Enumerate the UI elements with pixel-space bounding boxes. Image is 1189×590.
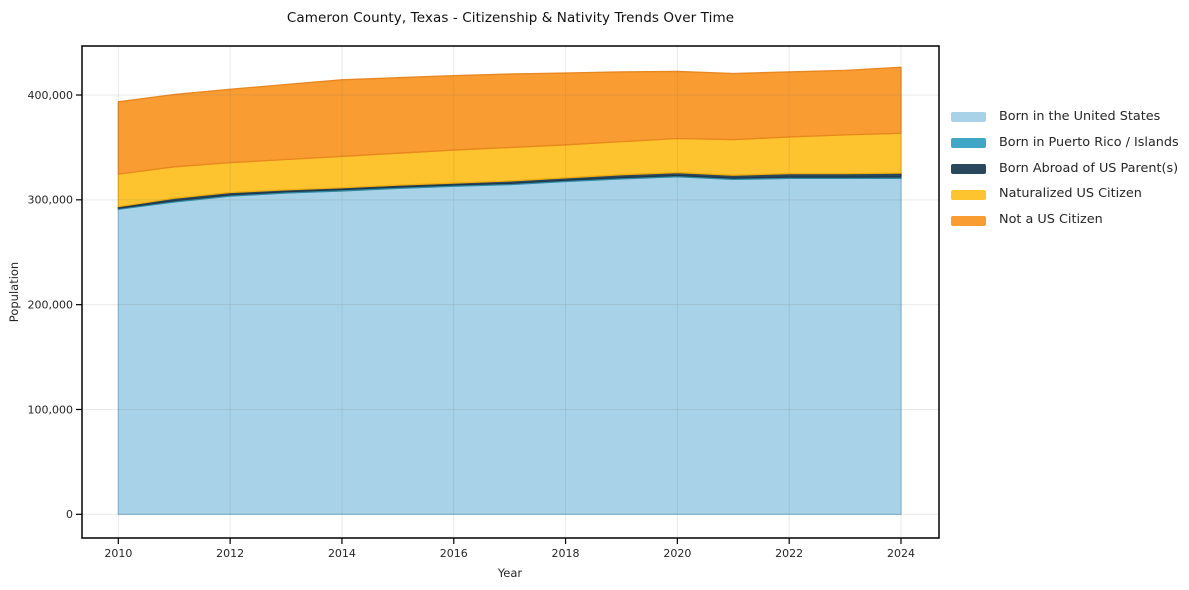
chart-title: Cameron County, Texas - Citizenship & Na… [286,10,735,26]
legend-swatch [951,189,986,200]
x-tick-label: 2012 [216,547,244,560]
x-tick-label: 2020 [663,547,691,560]
legend-item: Born in the United States [951,109,1179,124]
y-tick-label: 400,000 [28,89,74,102]
legend-swatch [951,215,986,226]
x-axis-title: Year [497,566,523,580]
legend-item: Naturalized US Citizen [951,188,1179,201]
legend-label: Not a US Citizen [999,212,1103,228]
legend-label: Born in the United States [999,109,1161,124]
y-tick-label: 200,000 [28,298,74,311]
x-tick-label: 2024 [887,547,915,560]
x-tick-label: 2018 [552,547,580,560]
plot-border-layer [81,45,940,539]
legend-item: Not a US Citizen [951,212,1179,228]
area-series-layer [117,66,902,515]
x-tick-label: 2014 [328,547,356,560]
legend-item: Born Abroad of US Parent(s) [951,160,1179,176]
y-tick-label: 300,000 [28,194,74,207]
x-tick-label: 2010 [104,547,132,560]
area-not-a-us-citizen [117,66,902,175]
plot-border [81,45,940,539]
legend-item: Born in Puerto Rico / Islands [951,134,1179,150]
legend-swatch [951,163,986,174]
tick-layer: 0 100,000 200,000 300,000 400,000 2010 2012 201… [28,89,915,560]
legend-label: Born in Puerto Rico / Islands [999,134,1179,150]
gridlines-layer [82,46,939,538]
legend-label: Born Abroad of US Parent(s) [999,160,1179,176]
chart-legend: Born in the United States Born in Puerto … [951,109,1179,228]
y-axis-title: Population [7,262,21,322]
area-born-in-the-united-states [117,176,902,515]
y-tick-label: 0 [66,508,73,521]
legend-label: Naturalized US Citizen [999,186,1142,202]
legend-swatch [951,138,986,149]
y-tick-label: 100,000 [28,403,74,416]
x-tick-label: 2016 [440,547,468,560]
legend-swatch [951,112,986,123]
x-tick-label: 2022 [775,547,803,560]
